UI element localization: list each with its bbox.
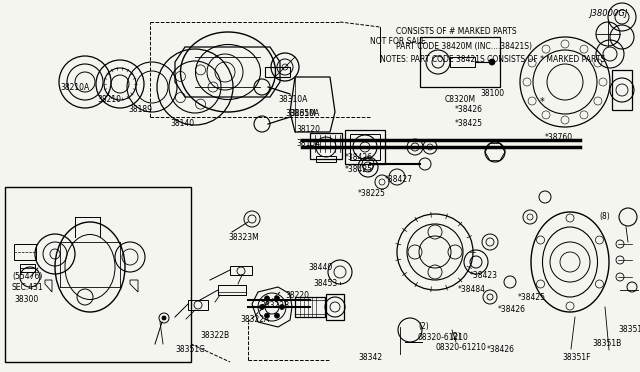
Text: 38165M: 38165M [285,109,316,119]
Bar [218,285,246,295]
Text: *38426: *38426 [498,305,526,314]
Bar [20,264,35,272]
Text: (2): (2) [418,323,429,331]
Text: 38322B: 38322B [200,330,229,340]
Text: 38300: 38300 [14,295,38,305]
Text: PART CODE 38420M (INC....38421S): PART CODE 38420M (INC....38421S) [396,42,532,51]
Text: 38323M: 38323M [228,232,259,241]
Text: 38351B: 38351B [592,340,621,349]
Text: 38210A: 38210A [60,83,89,92]
Text: *38423: *38423 [470,270,498,279]
Bar [316,156,336,162]
Bar [295,297,325,317]
Bar [450,57,475,67]
Text: 38351G: 38351G [175,346,205,355]
Text: *38425: *38425 [345,166,373,174]
Text: CONSISTS OF # MARKED PARTS: CONSISTS OF # MARKED PARTS [396,28,516,36]
Text: 38310A: 38310A [290,109,319,119]
Bar [265,67,290,77]
Text: 38120: 38120 [296,125,320,134]
Circle shape [275,296,280,301]
Text: 38189: 38189 [128,106,152,115]
Text: *38484: *38484 [458,285,486,295]
Bar [345,130,385,164]
Text: 38310A: 38310A [278,96,307,105]
Text: 38100: 38100 [480,90,504,99]
Text: *: * [540,97,545,107]
Text: *38426: *38426 [487,346,515,355]
Bar [230,266,252,275]
Text: *38426: *38426 [455,106,483,115]
Text: 38210: 38210 [97,96,121,105]
Circle shape [259,305,264,310]
Text: C8320M: C8320M [445,96,476,105]
Text: 08320-61210: 08320-61210 [435,343,486,352]
Bar [295,300,325,314]
Bar [14,244,36,260]
Circle shape [162,316,166,320]
Circle shape [489,59,495,65]
Circle shape [275,313,280,318]
Text: *38760: *38760 [545,132,573,141]
Bar [5,187,191,362]
Text: (8): (8) [599,212,610,221]
Text: NOT FOR SALE: NOT FOR SALE [370,38,426,46]
Text: J38000GJ: J38000GJ [589,10,628,19]
Bar [188,300,208,310]
Text: *38426: *38426 [345,154,373,163]
Text: 38351: 38351 [618,326,640,334]
Bar [326,294,344,320]
Text: 38322B: 38322B [260,301,289,310]
Bar [310,133,342,159]
Text: 38154: 38154 [296,140,320,148]
Text: 38453: 38453 [313,279,337,289]
Text: 38220: 38220 [285,291,309,299]
Bar [420,37,500,87]
Text: *38425: *38425 [518,292,546,301]
Text: (55476): (55476) [12,272,42,280]
Text: *38225: *38225 [358,189,386,199]
Text: 08320-61210: 08320-61210 [418,333,469,341]
Circle shape [280,305,285,310]
Text: *38425: *38425 [455,119,483,128]
Bar [350,134,380,160]
Text: *38427: *38427 [385,176,413,185]
Text: 38322A: 38322A [240,315,269,324]
Bar [612,70,632,110]
Text: SEC.431: SEC.431 [12,282,44,292]
Text: 38351F: 38351F [562,353,591,362]
Text: 38342: 38342 [358,353,382,362]
Text: 38140: 38140 [170,119,194,128]
Text: NOTES: PART CODE 38421S CONSISTS OF * MARKED PARTS: NOTES: PART CODE 38421S CONSISTS OF * MA… [380,55,605,64]
Text: (2): (2) [450,331,461,340]
Circle shape [264,296,269,301]
Text: 38440: 38440 [308,263,332,272]
Circle shape [264,313,269,318]
